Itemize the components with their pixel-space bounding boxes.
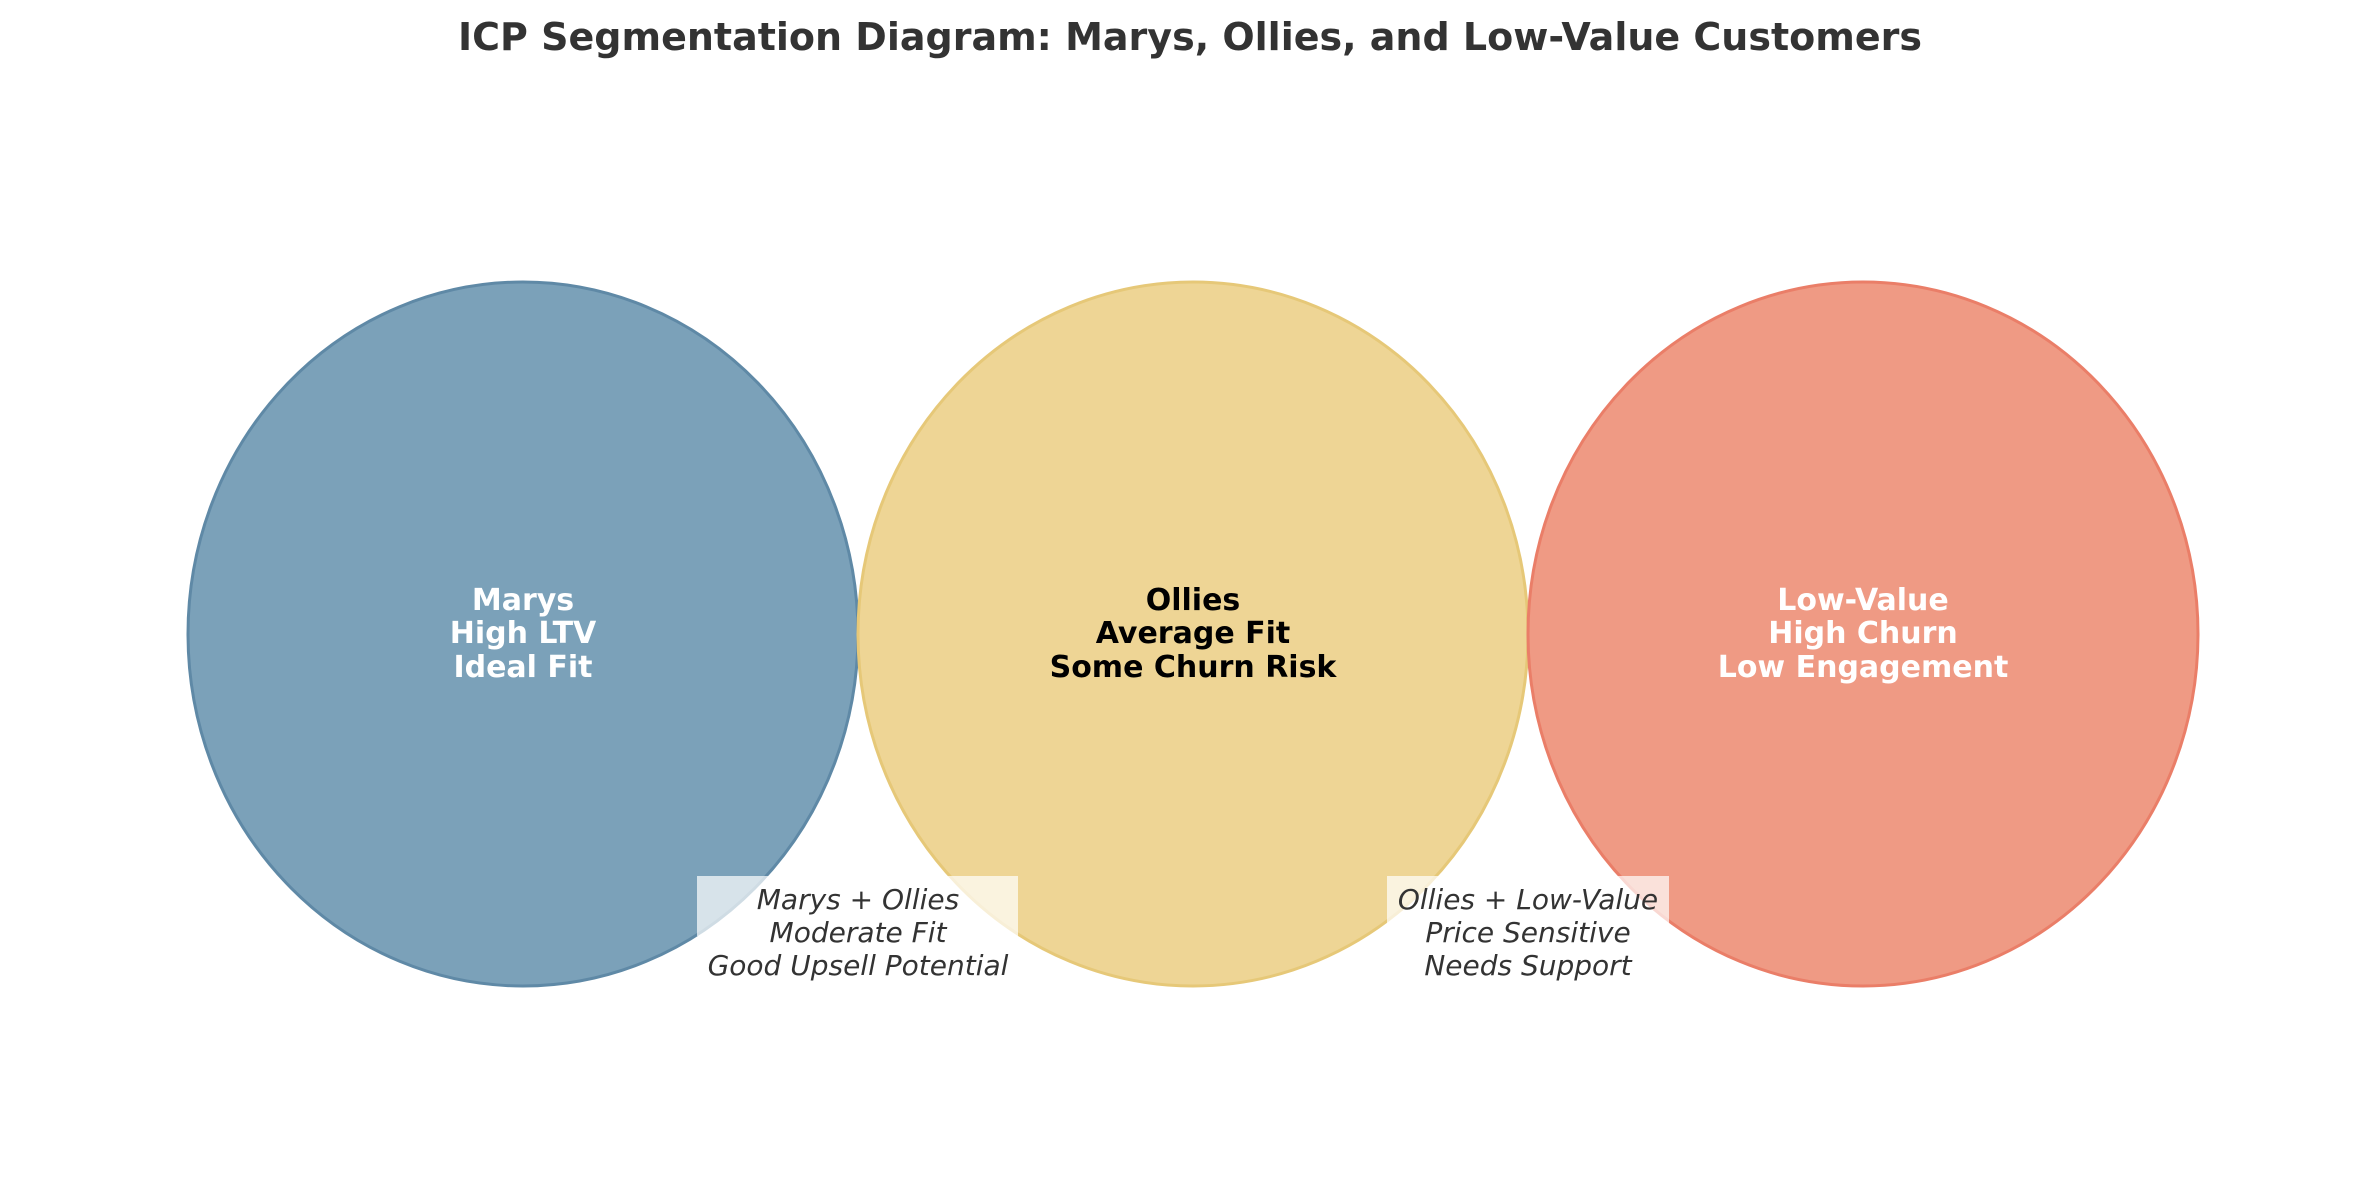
segment-label-line: Ideal Fit [453,650,592,685]
overlap-label-ollies-low-value: Ollies + Low-Value Price Sensitive Needs… [1387,876,1669,982]
segment-label-low-value: Low-Value High Churn Low Engagement [1718,583,2009,685]
overlap-label-box [697,876,1018,936]
overlap-label-box [1387,876,1669,936]
overlap-label-line: Ollies + Low-Value [1398,883,1658,916]
overlap-label-line: Moderate Fit [770,916,948,949]
segment-label-line: High Churn [1768,616,1958,651]
overlap-label-line: Good Upsell Potential [708,949,1009,982]
segment-label-line: Low-Value [1777,583,1949,618]
overlap-label-line: Price Sensitive [1425,916,1630,949]
overlap-label-marys-ollies: Marys + Ollies Moderate Fit Good Upsell … [697,876,1018,982]
segment-low-value [1526,280,2200,988]
segment-circle-low-value [1526,280,2200,988]
segment-label-marys: Marys High LTV Ideal Fit [450,583,597,685]
segment-label-ollies: Ollies Average Fit Some Churn Risk [1050,583,1338,685]
diagram-title: ICP Segmentation Diagram: Marys, Ollies,… [458,15,1922,59]
segment-label-line: High LTV [450,616,597,651]
segment-label-line: Some Churn Risk [1050,650,1338,685]
overlap-label-line: Needs Support [1424,949,1632,982]
segment-label-line: Low Engagement [1718,650,2009,685]
segment-label-line: Ollies [1146,583,1241,618]
segment-label-line: Average Fit [1096,616,1290,651]
overlap-label-line: Marys + Ollies [757,883,959,916]
segment-label-line: Marys [472,583,574,618]
